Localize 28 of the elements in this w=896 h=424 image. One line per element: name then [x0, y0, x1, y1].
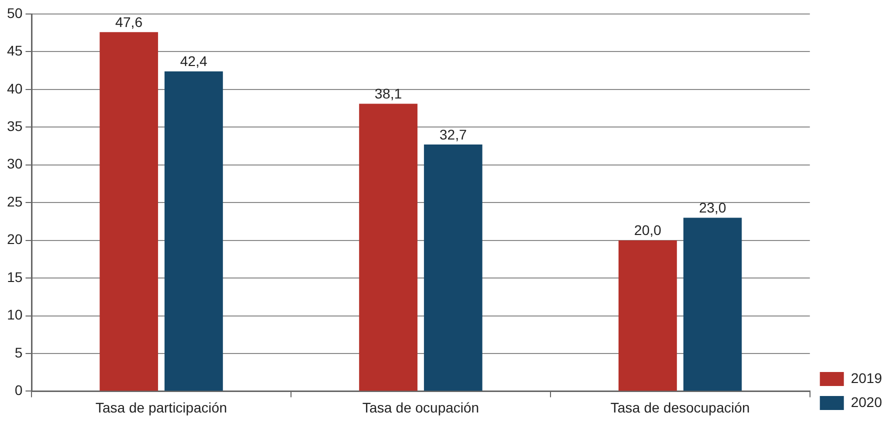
- y-tick-label: 35: [6, 118, 23, 134]
- data-label: 47,6: [115, 14, 143, 30]
- y-tick-label: 20: [6, 231, 23, 248]
- bar: [683, 218, 742, 391]
- y-tick-label: 25: [6, 193, 23, 210]
- y-tick-label: 50: [6, 4, 23, 21]
- data-label: 23,0: [698, 200, 726, 216]
- bar: [100, 32, 158, 391]
- y-tick-label: 30: [6, 156, 23, 172]
- y-tick-label: 0: [14, 382, 23, 398]
- y-tick-label: 5: [14, 344, 23, 360]
- bar: [618, 240, 677, 391]
- legend-label: 2019: [850, 370, 882, 386]
- data-label: 38,1: [374, 86, 402, 102]
- bar: [164, 71, 223, 391]
- y-tick-label: 45: [6, 42, 23, 59]
- y-tick-label: 10: [6, 306, 23, 323]
- data-label: 20,0: [634, 222, 662, 238]
- y-tick-label: 40: [6, 80, 23, 96]
- data-label: 42,4: [180, 53, 208, 70]
- x-tick-label: Tasa de desocupación: [610, 399, 750, 416]
- legend-label: 2020: [850, 394, 882, 410]
- bar: [359, 104, 418, 391]
- x-tick-label: Tasa de ocupación: [362, 399, 480, 416]
- bar: [424, 144, 482, 391]
- y-tick-label: 15: [6, 268, 23, 285]
- x-tick-label: Tasa de participación: [96, 399, 228, 416]
- data-label: 32,7: [440, 126, 467, 142]
